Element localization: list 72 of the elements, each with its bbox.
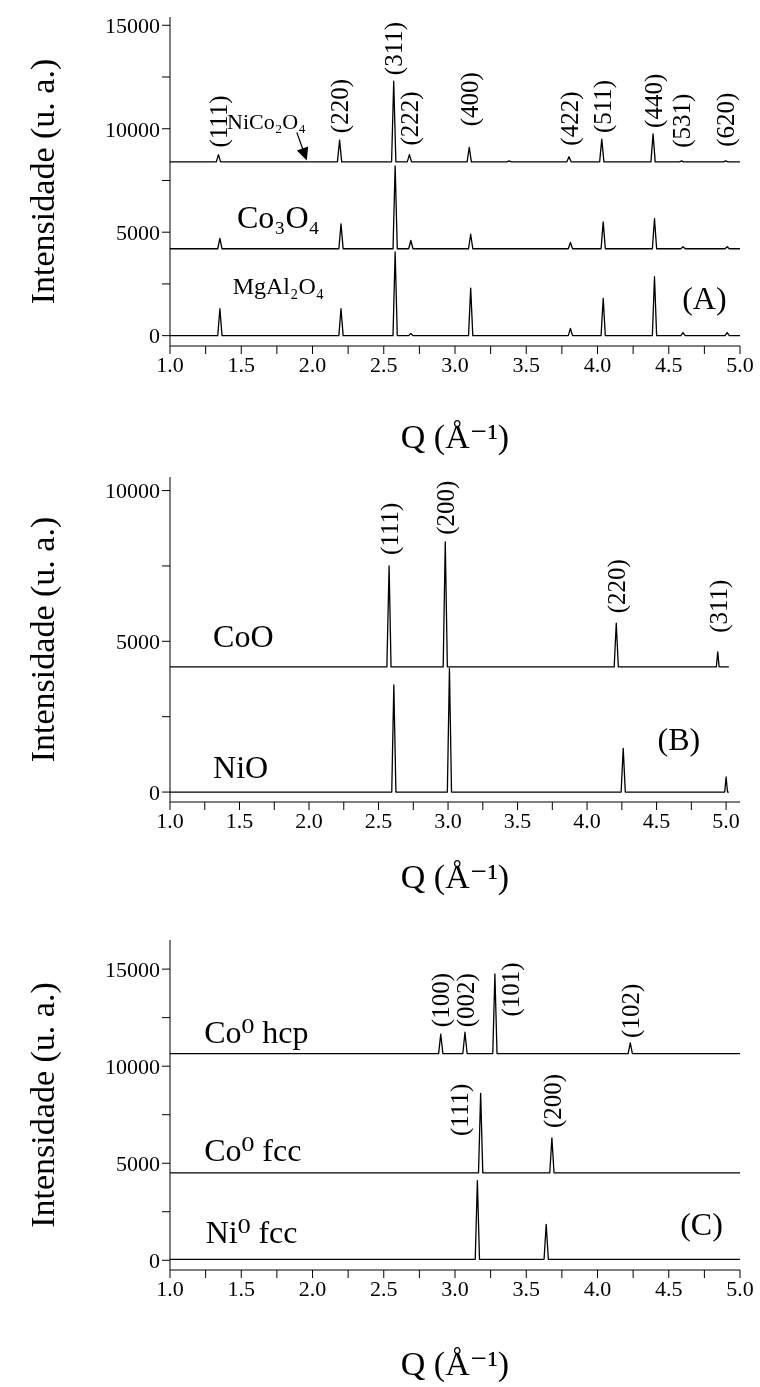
x-tick-label: 4.5 bbox=[642, 807, 671, 833]
y-axis-title: Intensidade (u. a.) bbox=[23, 516, 62, 763]
x-axis-title: Q (Å⁻¹) bbox=[400, 418, 510, 456]
annotation: (422) bbox=[555, 91, 584, 146]
x-tick-label: 1.0 bbox=[156, 807, 184, 833]
x-tick-label: 1.5 bbox=[227, 1275, 255, 1301]
series-label: Co⁰ fcc bbox=[204, 1131, 302, 1168]
x-tick-label: 3.0 bbox=[441, 351, 469, 377]
annotation: (311) bbox=[380, 21, 409, 76]
annotation: (100) bbox=[427, 972, 456, 1028]
annotation: (200) bbox=[538, 1073, 567, 1128]
x-tick-label: 1.0 bbox=[156, 351, 184, 377]
x-tick-label: 3.5 bbox=[512, 1275, 540, 1301]
y-axis-title: Intensidade (u. a.) bbox=[23, 58, 62, 305]
y-tick-label: 5000 bbox=[116, 629, 160, 655]
annotation: (400) bbox=[456, 72, 484, 127]
x-tick-label: 4.5 bbox=[655, 1275, 683, 1301]
annotation: (C) bbox=[680, 1206, 723, 1243]
x-tick-label: 2.0 bbox=[298, 1275, 327, 1301]
y-tick-label: 10000 bbox=[105, 116, 160, 142]
x-tick-label: 1.5 bbox=[227, 351, 255, 377]
y-tick-label: 0 bbox=[149, 779, 160, 805]
x-tick-label: 2.5 bbox=[370, 1275, 398, 1301]
x-tick-label: 3.5 bbox=[503, 807, 532, 833]
x-tick-label: 3.0 bbox=[434, 807, 462, 833]
annotation: (220) bbox=[603, 559, 632, 614]
series-label: MgAl₂O₄ bbox=[232, 273, 325, 300]
x-tick-label: 4.0 bbox=[583, 351, 612, 377]
x-tick-label: 5.0 bbox=[712, 807, 740, 833]
annotation: (111) bbox=[375, 502, 404, 555]
y-tick-label: 15000 bbox=[105, 13, 160, 39]
annotation: (620) bbox=[712, 92, 741, 147]
y-tick-label: 0 bbox=[149, 323, 160, 349]
annotation: (101) bbox=[497, 962, 526, 1017]
x-axis-title: Q (Å⁻¹) bbox=[400, 1345, 510, 1383]
series-label: NiO bbox=[213, 749, 269, 786]
x-tick-label: 1.5 bbox=[225, 807, 254, 833]
x-tick-label: 2.5 bbox=[364, 807, 393, 833]
x-tick-label: 2.0 bbox=[295, 807, 323, 833]
y-tick-label: 5000 bbox=[116, 220, 160, 245]
x-tick-label: 4.5 bbox=[655, 351, 683, 377]
annotation: (200) bbox=[432, 480, 461, 535]
y-tick-label: 10000 bbox=[105, 478, 160, 504]
x-tick-label: 4.0 bbox=[573, 807, 601, 833]
annotation: (A) bbox=[682, 279, 727, 316]
annotation: (311) bbox=[704, 579, 733, 633]
annotation: (220) bbox=[326, 78, 355, 134]
series-label: Co₃O₄ bbox=[236, 199, 320, 236]
y-tick-label: 15000 bbox=[105, 956, 160, 982]
x-tick-label: 5.0 bbox=[726, 1275, 754, 1301]
x-tick-label: 3.5 bbox=[512, 351, 540, 377]
x-tick-label: 2.0 bbox=[298, 351, 327, 377]
annotation: (111) bbox=[446, 1083, 475, 1136]
y-axis-title: Intensidade (u. a.) bbox=[23, 982, 62, 1228]
x-axis-title: Q (Å⁻¹) bbox=[400, 858, 510, 896]
annotation: (511) bbox=[588, 79, 617, 134]
annotation: (102) bbox=[617, 983, 646, 1038]
series-label: Co⁰ hcp bbox=[204, 1014, 309, 1051]
x-tick-label: 5.0 bbox=[726, 351, 754, 377]
x-tick-label: 4.0 bbox=[583, 1275, 612, 1301]
y-tick-label: 10000 bbox=[105, 1053, 160, 1079]
x-tick-label: 1.0 bbox=[156, 1275, 184, 1301]
annotation: (222) bbox=[396, 91, 425, 146]
y-tick-label: 5000 bbox=[116, 1151, 160, 1177]
y-tick-label: 0 bbox=[149, 1248, 160, 1274]
annotation: (440) bbox=[639, 73, 668, 128]
series-label: CoO bbox=[213, 618, 274, 655]
annotation: (531) bbox=[668, 93, 697, 148]
x-tick-label: 2.5 bbox=[370, 351, 398, 377]
annotation: (B) bbox=[657, 721, 701, 758]
x-tick-label: 3.0 bbox=[441, 1275, 469, 1301]
series-label: Ni⁰ fcc bbox=[205, 1214, 298, 1251]
